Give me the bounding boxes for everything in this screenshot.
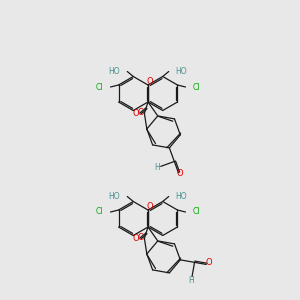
Text: H: H (154, 163, 160, 172)
Text: Cl: Cl (96, 82, 103, 91)
Text: O: O (205, 258, 212, 267)
Text: O: O (147, 77, 153, 86)
Text: O: O (177, 169, 183, 178)
Text: HO: HO (176, 67, 187, 76)
Text: H: H (188, 276, 194, 285)
Text: Cl: Cl (192, 82, 200, 91)
Text: Cl: Cl (96, 208, 103, 217)
Text: HO: HO (109, 67, 120, 76)
Text: O: O (147, 202, 153, 211)
Text: O: O (133, 109, 140, 118)
Text: HO: HO (109, 192, 120, 201)
Text: O: O (133, 234, 140, 243)
Text: O: O (137, 233, 144, 242)
Text: O: O (137, 108, 144, 117)
Text: Cl: Cl (192, 208, 200, 217)
Text: HO: HO (176, 192, 187, 201)
